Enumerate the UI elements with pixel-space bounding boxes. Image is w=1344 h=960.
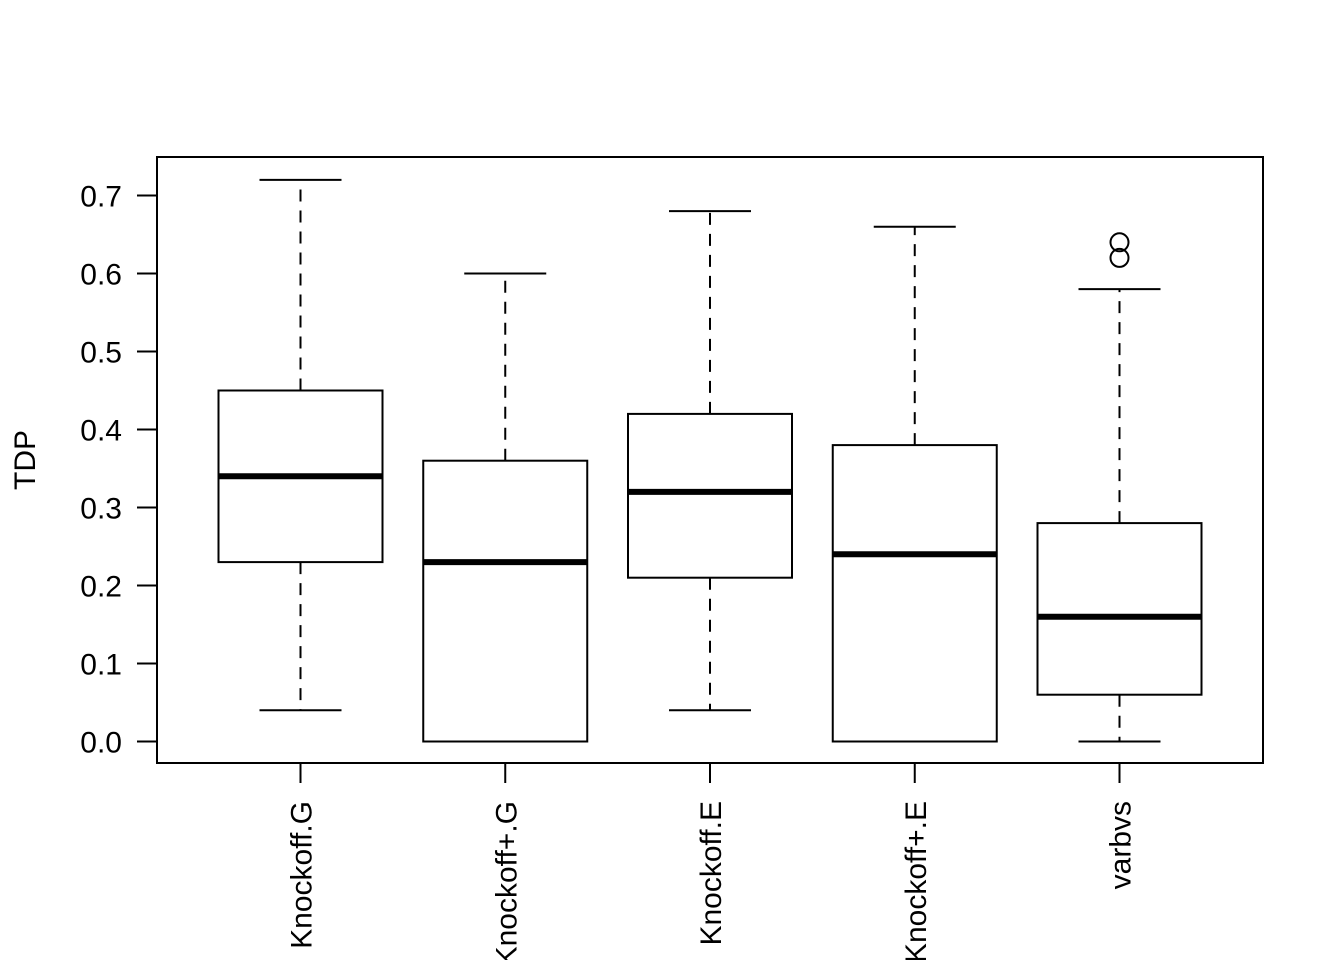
box-iqr [422, 459, 589, 743]
box-series [217, 178, 1203, 743]
y-tick-label: 0.0 [80, 727, 122, 760]
y-tick-label: 0.4 [80, 415, 122, 448]
y-tick-label: 0.2 [80, 571, 122, 604]
y-tick-label: 0.5 [80, 337, 122, 370]
x-axis: Knockoff.G Knockoff+.G Knockoff.E Knockoff+… [286, 763, 1138, 960]
y-tick-label: 0.3 [80, 493, 122, 526]
outlier-point [1109, 247, 1130, 268]
box-varbvs [1036, 232, 1203, 743]
y-axis-title: TDP [9, 430, 42, 490]
x-tick-label: Knockoff+.E [900, 801, 933, 960]
box-iqr [627, 412, 793, 579]
box-knockoff-g [422, 272, 589, 743]
y-tick-label: 0.6 [80, 259, 122, 292]
box-knockoff-e [627, 210, 793, 712]
y-tick-label: 0.1 [80, 649, 122, 682]
box-iqr [831, 444, 998, 743]
box-knockoff-e [831, 225, 998, 743]
outlier-point [1109, 232, 1130, 253]
x-tick-label: Knockoff+.G [490, 801, 523, 960]
x-tick-label: Knockoff.E [695, 801, 728, 946]
box-knockoff-g [217, 178, 384, 712]
x-tick-label: varbvs [1105, 801, 1138, 889]
x-tick-label: Knockoff.G [286, 801, 319, 949]
box-iqr [1036, 522, 1203, 696]
y-axis: 0.0 0.1 0.2 0.3 0.4 0.5 0.6 0.7 [80, 181, 158, 760]
y-tick-label: 0.7 [80, 181, 122, 214]
